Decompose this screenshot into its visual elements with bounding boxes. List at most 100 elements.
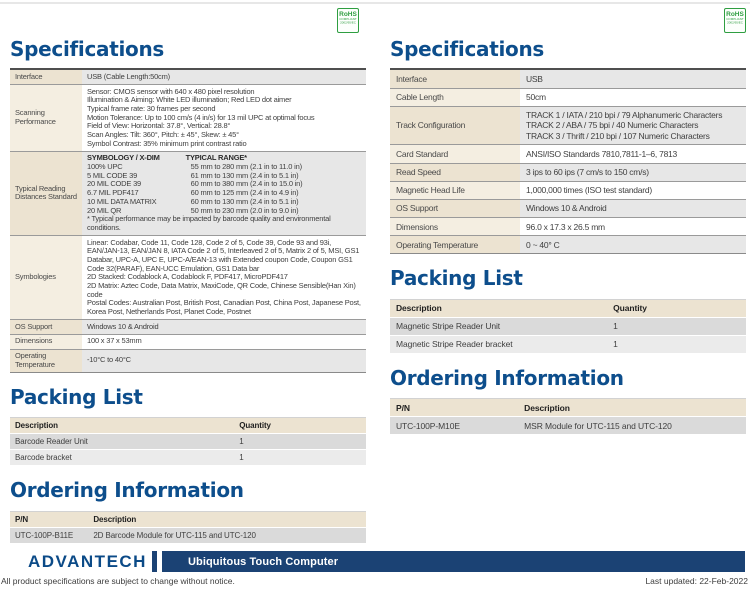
footnote: * Typical performance may be impacted by… [87,214,331,232]
rohs-title: RoHS [726,11,744,18]
column-header: Description [10,417,235,434]
spec-label: Interface [390,69,520,89]
logo-divider [151,551,157,572]
table-cell: MSR Module for UTC-115 and UTC-120 [518,417,746,435]
advantech-logo: ADVANTECH [28,551,147,571]
spec-text-line: 1,000,000 times (ISO test standard) [526,185,652,196]
table-cell: 2D Barcode Module for UTC-115 and UTC-12… [88,527,366,543]
ordering-information-table: P/N Description UTC-100P-B11E 2D Barcode Mo… [10,510,366,544]
page-top-divider [0,2,750,4]
msr-module-column: RoHS COMPLIANT 2002/95/EC Specifications… [390,0,746,435]
range-value: 60 mm to 380 mm (2.4 in to 15.0 in) [190,179,303,189]
spec-value: 100 x 37 x 53mm [82,333,366,350]
table-cell: 1 [607,317,746,335]
spec-label: Cable Length [390,87,520,107]
last-updated-text: Last updated: 22-Feb-2022 [645,576,748,586]
column-header: P/N [10,510,89,527]
spec-text-line: Field of View: Horizontal: 37.8°, Vertic… [87,121,231,131]
specifications-table: Interface USB (Cable Length:50cm) Scanning… [10,68,366,374]
spec-text-line: USB (Cable Length:50cm) [87,71,170,81]
spec-text-line: Symbol Contrast: 35% minimum print contr… [87,138,247,148]
table-cell: 1 [234,450,366,466]
table-header-row: Description Quantity [390,298,746,317]
spec-text-line: Linear: Codabar, Code 11, Code 128, Code… [87,237,360,273]
spec-text-line: Sensor: CMOS sensor with 640 x 480 pixel… [87,86,255,96]
product-line-label: Ubiquitous Touch Computer [187,555,339,568]
table-header-row: Description Quantity [10,417,366,434]
specifications-title: Specifications [390,37,545,61]
table-row: Magnetic Stripe Reader Unit 1 [390,317,746,335]
spec-value: 1,000,000 times (ISO test standard) [520,180,746,200]
range-column-header: TYPICAL RANGE* [185,153,247,163]
rohs-subtext: COMPLIANT 2002/95/EC [725,18,745,25]
spec-row: Interface USB (Cable Length:50cm) [10,69,366,85]
column-header: P/N [390,398,519,417]
reading-distance-row: 6.7 MIL PDF417 60 mm to 125 mm (2.4 in to… [87,188,361,198]
spec-value: USB [520,69,746,89]
spec-row: Operating Temperature -10°C to 40°C [10,348,366,373]
range-value: 61 mm to 130 mm (2.4 in to 5.1 in) [190,170,299,180]
column-header: Description [88,510,366,527]
spec-text-line: 96.0 x 17.3 x 26.5 mm [526,221,605,232]
spec-value: 3 ips to 60 ips (7 cm/s to 150 cm/s) [520,162,746,182]
spec-text-line: Windows 10 & Android [87,321,159,331]
rohs-badge: RoHS COMPLIANT 2002/95/EC [337,8,359,33]
spec-value: SYMBOLOGY / X-DIM TYPICAL RANGE* 100% UPC 5… [82,150,366,236]
spec-row: OS Support Windows 10 & Android [10,319,366,335]
table-row: Magnetic Stripe Reader bracket 1 [390,335,746,353]
spec-text-line: TRACK 2 / ABA / 75 bpi / 40 Numeric Char… [526,120,699,131]
spec-label: Operating Temperature [10,348,82,373]
reading-distance-header: SYMBOLOGY / X-DIM TYPICAL RANGE* [87,154,361,163]
spec-value: USB (Cable Length:50cm) [82,69,366,85]
symbology-column-header: SYMBOLOGY / X-DIM [87,153,160,163]
spec-label: Card Standard [390,144,520,164]
spec-text-line: Postal Codes: Australian Post, British P… [87,298,361,317]
spec-label: Scanning Performance [10,84,82,152]
spec-label: Symbologies [10,235,82,320]
spec-row: Dimensions 100 x 37 x 53mm [10,333,366,350]
spec-label: Operating Temperature [390,235,520,254]
spec-text-line: 0 ~ 40° C [526,239,560,250]
spec-text-line: USB [526,73,543,84]
table-cell: Barcode Reader Unit [10,434,235,450]
spec-row: OS Support Windows 10 & Android [390,198,746,218]
ordering-information-table: P/N Description UTC-100P-M10E MSR Module fo… [390,397,746,435]
table-cell: UTC-100P-B11E [10,527,89,543]
spec-label: Dimensions [390,217,520,236]
packing-list-title: Packing List [10,385,143,410]
spec-label: OS Support [10,319,82,335]
spec-text-line: 100 x 37 x 53mm [87,336,142,346]
spec-text-line: 2D Matrix: Aztec Code, Data Matrix, Maxi… [87,281,356,299]
table-row: UTC-100P-B11E 2D Barcode Module for UTC-1… [10,527,366,543]
spec-value: 0 ~ 40° C [520,235,746,254]
spec-value: 50cm [520,87,746,107]
table-cell: Magnetic Stripe Reader Unit [390,317,608,335]
column-header: Quantity [234,417,366,434]
spec-text-line: Illumination & Aiming: White LED illumin… [87,95,292,105]
spec-row: Symbologies Linear: Codabar, Code 11, Cod… [10,235,366,320]
spec-label: Typical Reading Distances Standard [10,150,82,236]
rohs-directive-text: 2002/95/EC [727,21,743,25]
product-line-bar: Ubiquitous Touch Computer [161,551,745,572]
spec-text-line: Scan Angles: Tilt: 360°, Pitch: ± 45°, S… [87,130,239,140]
spec-label: Read Speed [390,162,520,182]
packing-list-title: Packing List [390,266,523,291]
table-row: UTC-100P-M10E MSR Module for UTC-115 and … [390,417,746,435]
rohs-directive-text: 2002/95/EC [340,21,356,25]
spec-value: Linear: Codabar, Code 11, Code 128, Code… [82,235,366,320]
spec-text-line: Typical frame rate: 30 frames per second [87,103,216,113]
table-row: Barcode bracket 1 [10,450,366,466]
spec-value: TRACK 1 / IATA / 210 bpi / 79 Alphanumer… [520,105,746,145]
reading-distance-row: 10 MIL DATA MATRIX 60 mm to 130 mm (2.4 i… [87,197,361,207]
table-cell: Barcode bracket [10,450,235,466]
symbology-name: 100% UPC [87,162,123,172]
spec-label: Magnetic Head Life [390,180,520,200]
rohs-title: RoHS [339,11,357,18]
symbology-name: 5 MIL CODE 39 [87,170,138,180]
table-header-row: P/N Description [10,510,366,527]
spec-row: Interface USB [390,69,746,89]
reading-distance-row: 5 MIL CODE 39 61 mm to 130 mm (2.4 in to … [87,170,361,181]
spec-text-line: 50cm [526,92,546,103]
table-cell: 1 [607,335,746,353]
